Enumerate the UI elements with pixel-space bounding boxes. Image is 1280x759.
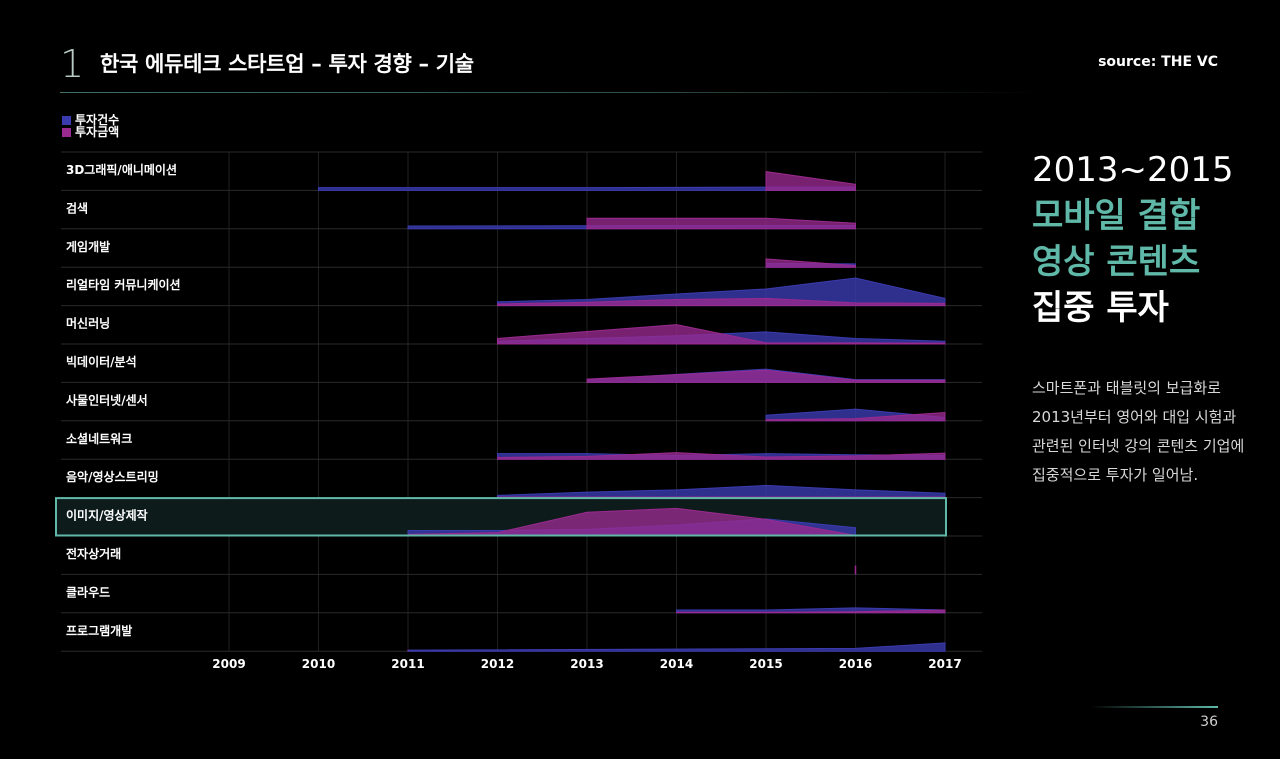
area-mark-count [497,484,946,499]
page-number: 36 [1200,714,1218,730]
x-tick-label: 2010 [302,657,335,671]
side-heading-years: 2013~2015 [1032,150,1234,190]
row-label: 이미지/영상제작 [66,508,148,523]
area-mark-amount [765,258,856,268]
area-mark-amount [497,452,946,460]
chart-legend: 투자건수 투자금액 [62,114,119,138]
side-heading-video: 영상 콘텐츠 [1032,242,1201,282]
x-tick-label: 2015 [749,657,782,671]
x-tick-label: 2016 [839,657,872,671]
legend-swatch-count [62,115,71,125]
area-mark-amount [497,297,946,307]
x-tick-label: 2017 [928,657,961,671]
row-label: 빅데이터/분석 [66,354,137,369]
area-mark-amount [586,369,946,383]
title-divider [60,92,1040,93]
row-label: 전자상거래 [66,546,121,561]
legend-item-amount: 투자금액 [62,126,119,138]
row-label: 검색 [66,200,88,215]
highlight-box [55,497,947,537]
area-mark-amount [497,324,946,345]
row-label: 리얼타임 커뮤니케이션 [66,277,181,292]
side-description: 스마트폰과 태블릿의 보급화로 2013년부터 영어와 대입 시험과 관련된 인… [1032,379,1245,484]
area-mark-amount [765,171,856,191]
side-heading: 2013~2015 모바일 결합 영상 콘텐츠 집중 투자 [1032,147,1234,331]
row-label: 프로그램개발 [66,623,132,638]
section-number: 1 [60,42,85,86]
x-tick-label: 2014 [660,657,693,671]
row-label: 머신러닝 [66,316,110,331]
x-tick-label: 2009 [212,657,245,671]
source-label: source: THE VC [1098,54,1218,70]
row-label: 게임개발 [66,239,110,254]
footer-rule [1090,706,1218,708]
row-label: 사물인터넷/센서 [66,392,148,407]
row-label: 음악/영상스트리밍 [66,469,159,484]
x-tick-label: 2011 [391,657,424,671]
area-mark-amount [676,609,946,614]
side-heading-invest: 집중 투자 [1032,288,1169,328]
side-heading-mobile: 모바일 결합 [1032,196,1201,236]
area-mark-amount [586,217,856,230]
legend-label-count: 투자건수 [75,113,120,127]
row-label: 3D그래픽/애니메이션 [66,162,177,177]
legend-item-count: 투자건수 [62,114,119,126]
legend-swatch-amount [62,127,71,137]
x-tick-label: 2012 [481,657,514,671]
row-label: 소셜네트워크 [66,431,132,446]
legend-label-amount: 투자금액 [75,125,120,139]
x-tick-label: 2013 [570,657,603,671]
row-label: 클라우드 [66,584,110,599]
area-mark-amount [765,411,946,422]
page-title: 한국 에듀테크 스타트업 – 투자 경향 – 기술 [100,52,474,76]
